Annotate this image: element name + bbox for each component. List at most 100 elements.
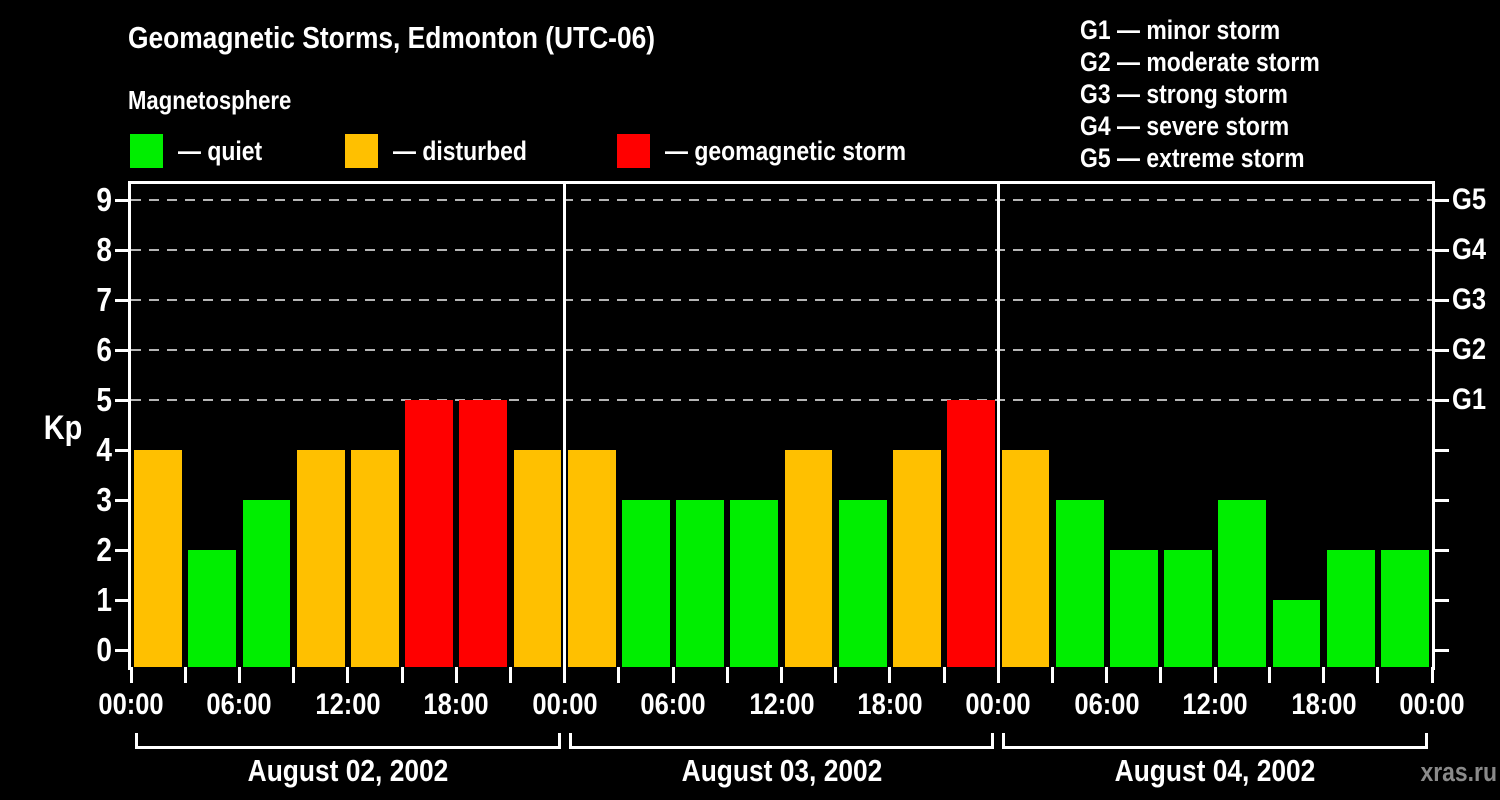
x-tick [292,667,296,683]
day-bracket-tick [1425,733,1428,749]
day-separator [996,184,1000,667]
g-scale-legend: G1 — minor storm G2 — moderate storm G3 … [1080,14,1320,174]
x-tick [237,667,241,683]
x-tick [454,667,458,683]
g1-legend-line: G1 — minor storm [1080,15,1281,45]
x-tick [129,667,133,683]
x-tick-label: 12:00 [315,688,381,721]
g4-legend-line: G4 — severe storm [1080,111,1290,141]
x-tick-label: 18:00 [857,688,923,721]
g-level-label-g3: G3 [1452,283,1487,316]
date-label: August 04, 2002 [1114,753,1316,788]
y-axis-title: Kp [43,409,83,447]
x-tick-label: 12:00 [1182,688,1248,721]
gridline-kp9 [131,199,1432,201]
y-tick-right [1435,599,1449,602]
gridline-kp6 [131,349,1432,351]
x-tick [346,667,350,683]
x-tick [1430,667,1434,683]
x-tick [183,667,187,683]
y-tick-left [115,649,129,652]
kp-bar [188,550,237,667]
kp-bar [676,500,725,667]
x-tick [1322,667,1326,683]
x-tick [617,667,621,683]
day-bracket-tick [568,733,572,749]
day-bracket-tick [1002,733,1006,749]
kp-bar [947,400,996,667]
y-tick-left [115,399,129,402]
day-bracket-tick [557,733,561,749]
x-tick [508,667,512,683]
y-tick-right [1435,349,1449,352]
y-tick-right [1435,249,1449,252]
y-tick-label: 6 [96,331,112,368]
y-tick-right [1435,549,1449,552]
g-level-label-g4: G4 [1452,233,1487,266]
storm-swatch [617,134,650,168]
y-tick-label: 1 [96,581,112,618]
magnetosphere-label: Magnetosphere [128,85,292,115]
x-tick [400,667,404,683]
kp-bar [1001,450,1050,667]
kp-bar [838,500,887,667]
date-label: August 02, 2002 [247,753,449,788]
kp-bar [1055,500,1104,667]
x-tick [942,667,946,683]
day-separator [563,184,567,667]
x-tick [671,667,675,683]
y-tick-left [115,599,129,602]
y-tick-label: 9 [96,181,112,218]
kp-bar [242,500,291,667]
x-tick [1051,667,1055,683]
y-tick-left [115,549,129,552]
x-tick [780,667,783,683]
x-tick-label: 00:00 [965,688,1031,721]
gridline-kp8 [131,249,1432,251]
y-tick-right [1435,199,1449,202]
day-bracket [1002,746,1428,749]
x-tick [1105,667,1109,683]
x-tick-label: 18:00 [423,688,489,721]
kp-bar [1109,550,1158,667]
quiet-swatch [130,134,163,168]
kp-bar [459,400,508,667]
kp-bar [296,450,345,667]
kp-bar [622,500,670,667]
x-tick-label: 00:00 [1399,688,1465,721]
kp-bar [1272,600,1321,667]
day-bracket [568,746,995,749]
kp-bar [784,450,833,667]
day-bracket [135,746,561,749]
disturbed-swatch [345,134,378,168]
plot-frame [128,181,1435,670]
x-tick-label: 06:00 [1074,688,1140,721]
y-tick-label: 5 [96,381,112,418]
g-level-label-g5: G5 [1452,183,1487,216]
x-tick-label: 06:00 [206,688,273,721]
kp-bar [730,500,779,667]
y-tick-right [1435,649,1449,652]
g3-legend-line: G3 — strong storm [1080,79,1288,109]
x-tick-label: 00:00 [98,688,164,721]
y-tick-left [115,199,129,202]
y-tick-right [1435,299,1449,302]
g-level-label-g2: G2 [1452,333,1487,366]
x-tick [996,667,1000,683]
kp-bar [893,450,941,667]
y-tick-left [115,499,129,502]
kp-bar [567,450,616,667]
x-tick [725,667,729,683]
g2-legend-line: G2 — moderate storm [1080,47,1320,77]
kp-bar [1326,550,1375,667]
gridline-kp7 [131,299,1432,301]
day-bracket-tick [991,733,995,749]
y-tick-label: 7 [96,281,112,318]
x-tick [834,667,838,683]
storm-legend-label: — geomagnetic storm [665,136,907,166]
x-tick-label: 12:00 [748,688,815,721]
y-tick-label: 0 [96,631,112,668]
x-tick-label: 06:00 [640,688,706,721]
x-tick-label: 18:00 [1290,688,1357,721]
